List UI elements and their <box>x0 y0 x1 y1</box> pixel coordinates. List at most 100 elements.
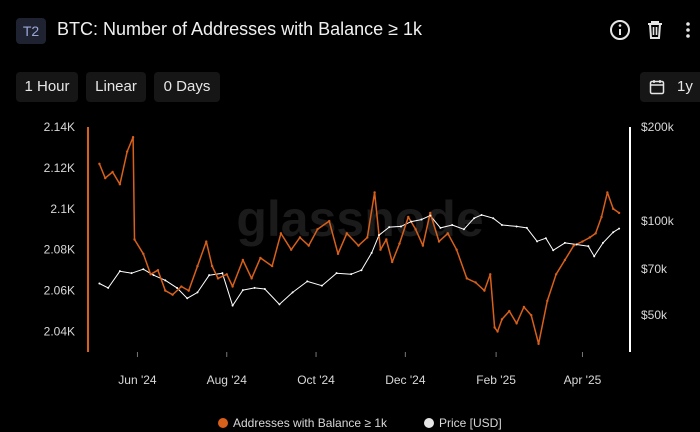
price-point <box>306 280 309 283</box>
addresses-point <box>489 273 492 276</box>
addresses-point <box>225 273 228 276</box>
addresses-point <box>493 326 496 329</box>
chart-legend: Addresses with Balance ≥ 1k Price [USD] <box>0 414 700 432</box>
price-point <box>429 214 432 217</box>
price-point <box>320 284 323 287</box>
addresses-point <box>205 240 208 243</box>
price-point <box>618 227 621 230</box>
price-point <box>439 226 442 229</box>
y-right-tick-label: $50k <box>641 308 668 322</box>
price-point <box>221 272 224 275</box>
range-label: 1y <box>677 78 693 95</box>
addresses-point <box>465 277 469 280</box>
addresses-point <box>474 281 477 284</box>
addresses-point <box>250 277 253 280</box>
addresses-point <box>398 242 401 245</box>
y-right-tick-label: $70k <box>641 262 668 276</box>
addresses-point <box>307 244 310 247</box>
addresses-point <box>111 170 114 174</box>
range-button[interactable]: 1y <box>640 72 700 102</box>
legend-dot <box>218 418 228 428</box>
addresses-point <box>316 228 319 231</box>
addresses-point <box>429 211 432 215</box>
price-point <box>350 273 353 276</box>
addresses-point <box>414 228 417 231</box>
chart-header: T2 BTC: Number of Addresses with Balance… <box>0 0 700 60</box>
price-point <box>473 217 476 220</box>
addresses-point <box>537 342 540 346</box>
info-icon[interactable] <box>608 18 632 42</box>
x-tick-label: Feb '25 <box>476 373 516 387</box>
addresses-point <box>407 215 410 219</box>
legend-label: Addresses with Balance ≥ 1k <box>233 416 387 430</box>
sma-button[interactable]: 0 Days <box>154 72 220 102</box>
x-tick-label: Dec '24 <box>385 373 426 387</box>
tier-badge: T2 <box>16 18 46 44</box>
addresses-point <box>328 219 331 223</box>
price-point <box>377 234 380 237</box>
y-left-tick-label: 2.04K <box>44 325 75 339</box>
resolution-button[interactable]: 1 Hour <box>16 72 78 102</box>
x-tick-label: Jun '24 <box>118 373 157 387</box>
price-point <box>593 255 596 258</box>
y-right-tick-label: $100k <box>641 214 675 228</box>
price-point <box>253 286 256 289</box>
watermark: glassnode <box>236 191 483 247</box>
addresses-point <box>241 258 245 262</box>
price-point <box>451 224 454 227</box>
chart-canvas[interactable]: glassnode 2.14K2.12K2.1K2.08K2.06K2.04K … <box>0 0 700 410</box>
addresses-point <box>515 322 518 325</box>
price-point <box>575 243 578 246</box>
addresses-point <box>164 289 167 292</box>
price-point <box>492 217 495 220</box>
addresses-point <box>345 232 348 235</box>
price-point <box>175 286 178 289</box>
addresses-point <box>289 248 293 251</box>
price-point <box>525 226 528 229</box>
addresses-point <box>298 236 302 239</box>
addresses-point <box>496 330 499 333</box>
x-tick-label: Apr '25 <box>564 373 602 387</box>
addresses-point <box>554 273 558 276</box>
addresses-point <box>483 289 486 292</box>
addresses-point <box>156 268 160 272</box>
x-tick-label: Oct '24 <box>297 373 335 387</box>
more-vertical-icon[interactable] <box>680 18 696 42</box>
price-point <box>601 241 604 244</box>
y-left-tick-label: 2.12K <box>44 161 75 175</box>
addresses-point <box>500 318 504 321</box>
price-point <box>164 279 167 282</box>
addresses-point <box>606 191 609 194</box>
price-point <box>107 286 110 289</box>
price-point <box>399 225 402 228</box>
price-point <box>370 251 373 254</box>
addresses-point <box>522 305 526 309</box>
addresses-point <box>446 232 449 235</box>
addresses-point <box>216 277 220 280</box>
chart-title: BTC: Number of Addresses with Balance ≥ … <box>57 19 423 39</box>
calendar-icon <box>649 79 665 100</box>
price-point <box>152 274 155 277</box>
x-tick-label: Aug '24 <box>207 373 248 387</box>
addresses-point <box>563 258 567 262</box>
legend-item-price[interactable]: Price [USD] <box>424 414 502 432</box>
price-point <box>98 282 101 285</box>
price-point <box>410 220 413 223</box>
addresses-point <box>118 183 122 186</box>
addresses-point <box>421 244 425 247</box>
price-point <box>462 228 465 231</box>
trash-icon[interactable] <box>643 18 667 42</box>
price-point <box>515 225 518 228</box>
addresses-point <box>270 264 274 268</box>
price-point <box>142 268 145 271</box>
addresses-point <box>133 238 136 241</box>
addresses-point <box>546 299 549 303</box>
legend-item-addresses[interactable]: Addresses with Balance ≥ 1k <box>218 414 387 432</box>
price-point <box>563 241 566 244</box>
addresses-point <box>336 252 340 256</box>
scale-button[interactable]: Linear <box>86 72 146 102</box>
addresses-point <box>187 289 190 292</box>
addresses-point <box>231 285 234 288</box>
addresses-point <box>104 176 107 180</box>
y-left-tick-label: 2.1K <box>50 202 75 216</box>
